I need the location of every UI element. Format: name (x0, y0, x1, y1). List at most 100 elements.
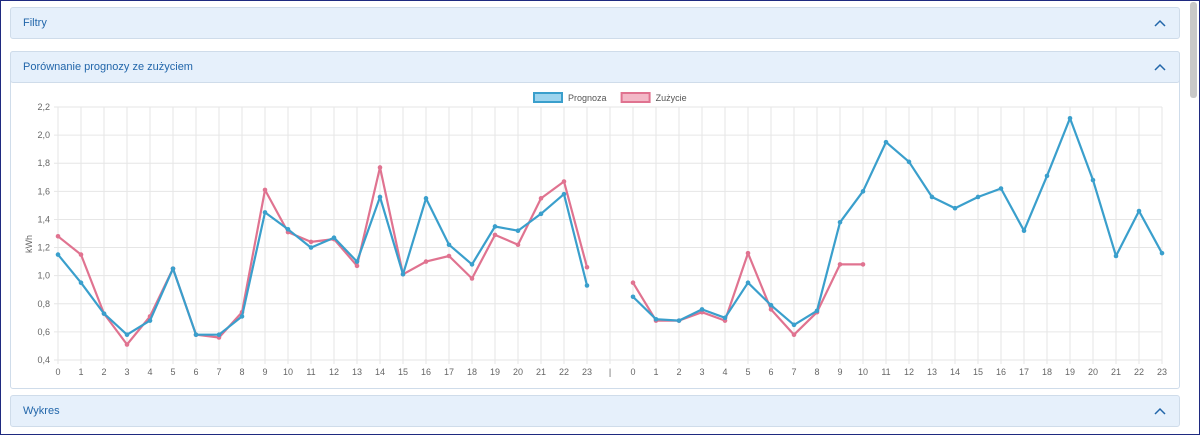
data-point[interactable] (676, 318, 682, 323)
x-tick-label: 17 (444, 367, 454, 377)
data-point[interactable] (1044, 173, 1050, 179)
data-point[interactable] (1136, 208, 1142, 214)
data-point[interactable] (837, 219, 843, 225)
y-tick-label: 0,6 (37, 327, 50, 337)
data-point[interactable] (124, 342, 130, 347)
data-point[interactable] (1067, 115, 1073, 121)
data-point[interactable] (354, 263, 360, 269)
data-point[interactable] (860, 189, 866, 194)
data-point[interactable] (124, 332, 130, 337)
data-point[interactable] (630, 294, 636, 300)
x-tick-label: 18 (467, 367, 477, 377)
legend-swatch[interactable] (620, 92, 651, 103)
data-point[interactable] (837, 262, 843, 267)
data-point[interactable] (101, 311, 107, 316)
data-point[interactable] (584, 283, 590, 288)
data-point[interactable] (354, 259, 360, 264)
data-point[interactable] (262, 187, 268, 193)
data-point[interactable] (285, 226, 291, 232)
comparison-panel-header[interactable]: Porównanie prognozy ze zużyciem (10, 51, 1180, 83)
data-point[interactable] (170, 266, 176, 271)
data-point[interactable] (791, 322, 797, 328)
data-point[interactable] (975, 194, 981, 200)
chevron-up-icon[interactable] (1153, 405, 1167, 417)
data-point[interactable] (308, 239, 314, 245)
x-tick-label: 15 (973, 367, 983, 377)
data-point[interactable] (1021, 228, 1027, 233)
legend-label[interactable]: Prognoza (568, 93, 607, 103)
data-point[interactable] (1159, 250, 1165, 256)
data-point[interactable] (929, 194, 935, 200)
data-point[interactable] (78, 280, 84, 285)
data-point[interactable] (446, 242, 452, 248)
data-point[interactable] (55, 234, 61, 239)
data-point[interactable] (745, 280, 751, 285)
data-point[interactable] (216, 332, 222, 337)
data-point[interactable] (239, 314, 245, 319)
data-point[interactable] (377, 165, 383, 170)
data-point[interactable] (262, 210, 268, 215)
x-tick-label: 3 (699, 367, 704, 377)
data-point[interactable] (55, 252, 61, 257)
data-point[interactable] (998, 186, 1004, 191)
wykres-panel-header[interactable]: Wykres (10, 395, 1180, 427)
data-point[interactable] (860, 262, 866, 267)
page-scrollbar[interactable] (1190, 2, 1197, 98)
data-point[interactable] (630, 280, 636, 285)
data-point[interactable] (883, 139, 889, 145)
data-point[interactable] (952, 205, 958, 211)
x-tick-label: 4 (722, 367, 727, 377)
y-tick-label: 2,2 (37, 102, 50, 112)
data-point[interactable] (768, 302, 774, 308)
data-point[interactable] (1090, 177, 1096, 183)
data-point[interactable] (515, 228, 521, 233)
data-point[interactable] (446, 253, 452, 259)
data-point[interactable] (515, 242, 521, 248)
x-tick-label: 22 (559, 367, 569, 377)
data-point[interactable] (745, 250, 751, 256)
chevron-up-icon[interactable] (1153, 17, 1167, 29)
x-tick-label: 8 (239, 367, 244, 377)
data-point[interactable] (492, 224, 498, 229)
x-tick-label: 5 (745, 367, 750, 377)
data-point[interactable] (147, 318, 153, 323)
data-point[interactable] (469, 276, 475, 281)
data-point[interactable] (906, 159, 912, 165)
comparison-panel-title: Porównanie prognozy ze zużyciem (23, 61, 193, 73)
data-point[interactable] (538, 211, 544, 217)
data-point[interactable] (653, 316, 659, 322)
x-tick-label: 2 (101, 367, 106, 377)
data-point[interactable] (492, 232, 498, 238)
data-point[interactable] (561, 179, 567, 184)
data-point[interactable] (193, 332, 199, 337)
y-tick-label: 1,0 (37, 271, 50, 281)
filters-panel-header[interactable]: Filtry (10, 7, 1180, 39)
data-point[interactable] (423, 196, 429, 201)
data-point[interactable] (78, 252, 84, 257)
series-Prognoza (55, 115, 1165, 337)
data-point[interactable] (377, 194, 383, 200)
x-tick-label: 19 (1065, 367, 1075, 377)
x-tick-label: 8 (814, 367, 819, 377)
data-point[interactable] (538, 196, 544, 201)
data-point[interactable] (584, 264, 590, 270)
x-tick-label: 20 (1088, 367, 1098, 377)
data-point[interactable] (331, 235, 337, 241)
filters-panel-title: Filtry (23, 17, 47, 29)
data-point[interactable] (1113, 253, 1119, 259)
chevron-up-icon[interactable] (1153, 61, 1167, 73)
data-point[interactable] (469, 262, 475, 267)
data-point[interactable] (561, 191, 567, 197)
data-point[interactable] (423, 259, 429, 264)
y-tick-label: 1,8 (37, 158, 50, 168)
data-point[interactable] (791, 332, 797, 337)
data-point[interactable] (768, 307, 774, 312)
legend-swatch[interactable] (533, 92, 563, 103)
y-tick-label: 0,8 (37, 299, 50, 309)
data-point[interactable] (722, 315, 728, 321)
data-point[interactable] (308, 245, 314, 250)
data-point[interactable] (400, 271, 406, 277)
legend-label[interactable]: Zużycie (656, 93, 687, 103)
data-point[interactable] (814, 308, 820, 314)
data-point[interactable] (699, 307, 705, 312)
